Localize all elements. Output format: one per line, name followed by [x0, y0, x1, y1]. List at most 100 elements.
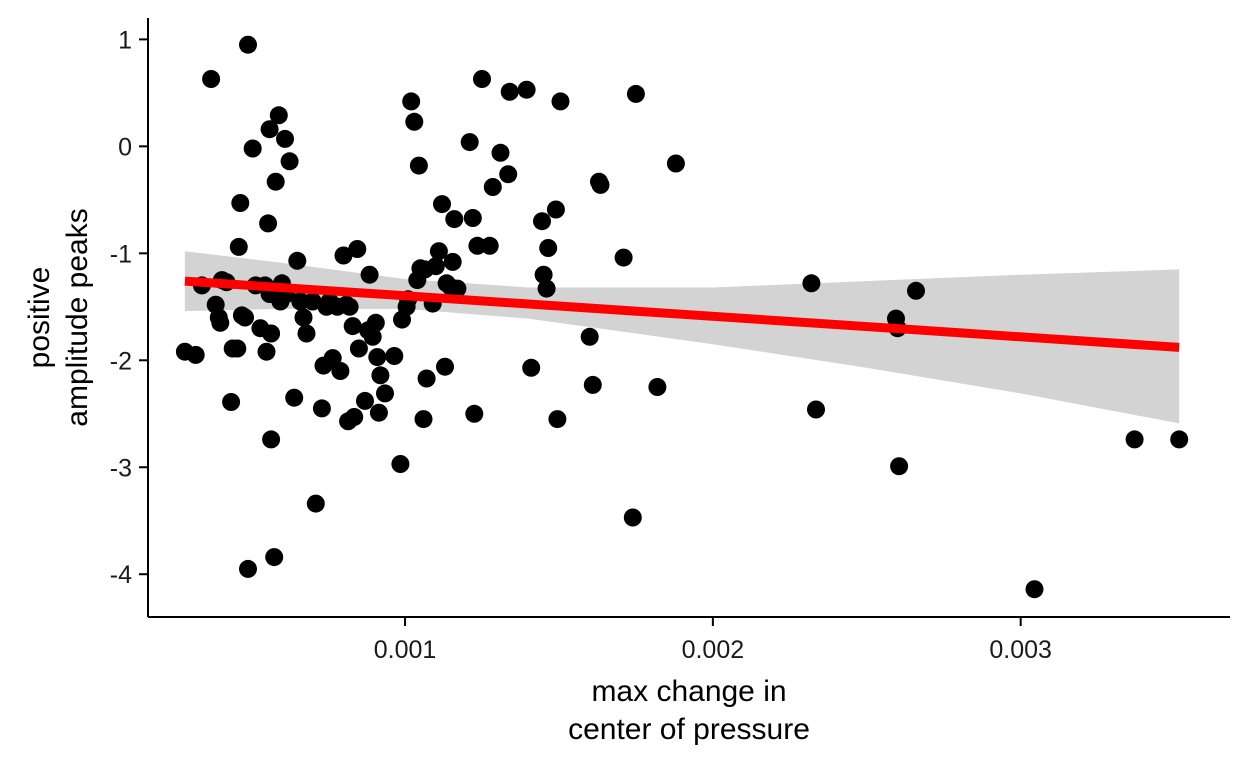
data-point-124 — [1025, 580, 1044, 599]
data-point-117 — [666, 154, 685, 173]
data-point-9 — [222, 393, 241, 411]
x-ticks: 0.001 0.002 0.003 — [374, 617, 1052, 664]
fit-line — [184, 276, 1180, 352]
axes — [147, 18, 1230, 618]
x-tick-label-1: 0.002 — [682, 636, 745, 664]
y-tick-label-2: -1 — [110, 240, 132, 268]
data-point-97 — [491, 143, 510, 162]
data-point-73 — [405, 112, 424, 131]
data-point-33 — [276, 129, 294, 148]
data-point-56 — [348, 240, 367, 258]
x-axis-title: max change in center of pressure — [568, 675, 810, 746]
x-axis-title-line-1: center of pressure — [568, 713, 810, 746]
y-tick-label-0: 1 — [118, 26, 132, 54]
y-axis-title: positive amplitude peaks — [23, 208, 94, 426]
x-tick-label-0: 0.001 — [374, 636, 437, 664]
data-point-101 — [522, 358, 541, 377]
data-point-90 — [460, 133, 479, 152]
data-point-83 — [433, 195, 451, 214]
data-point-122 — [890, 457, 909, 476]
data-point-89 — [448, 279, 467, 298]
data-point-41 — [303, 292, 322, 311]
data-point-114 — [623, 508, 642, 527]
data-point-57 — [349, 339, 368, 358]
data-point-100 — [517, 80, 536, 99]
data-point-107 — [548, 410, 567, 429]
data-point-95 — [480, 236, 499, 255]
data-point-105 — [539, 239, 558, 257]
data-point-28 — [265, 548, 284, 567]
data-point-15 — [236, 308, 254, 327]
data-point-96 — [483, 178, 502, 196]
data-point-68 — [391, 455, 410, 473]
data-point-22 — [257, 342, 276, 361]
data-point-91 — [463, 209, 482, 227]
data-point-43 — [312, 399, 331, 418]
data-point-11 — [228, 339, 247, 358]
data-point-82 — [429, 242, 448, 261]
x-tick-label-2: 0.003 — [989, 636, 1052, 664]
data-point-88 — [445, 210, 464, 229]
data-point-72 — [402, 92, 421, 111]
data-point-58 — [356, 391, 374, 410]
data-point-18 — [243, 139, 262, 158]
y-tick-label-3: -2 — [110, 347, 132, 375]
data-point-115 — [626, 84, 645, 103]
fit-line-layer — [184, 276, 1180, 352]
data-point-108 — [551, 92, 570, 111]
data-point-26 — [262, 324, 281, 343]
data-point-24 — [260, 120, 279, 139]
data-point-6 — [211, 313, 230, 332]
y-axis-title-line-1: amplitude peaks — [61, 208, 94, 426]
data-point-39 — [294, 308, 313, 327]
data-point-27 — [262, 430, 281, 449]
data-point-66 — [376, 384, 394, 403]
data-point-40 — [297, 324, 316, 343]
data-point-116 — [648, 378, 667, 396]
data-point-123 — [907, 281, 925, 300]
data-point-61 — [363, 327, 382, 346]
y-ticks: 1 0 -1 -2 -3 -4 — [110, 26, 148, 589]
y-tick-label-5: -4 — [110, 561, 132, 589]
data-point-38 — [291, 292, 310, 311]
data-point-55 — [345, 408, 364, 426]
data-point-13 — [231, 194, 250, 212]
data-point-84 — [436, 357, 454, 376]
data-point-42 — [306, 494, 325, 513]
data-point-12 — [229, 237, 248, 256]
data-point-23 — [259, 214, 278, 233]
data-point-92 — [465, 404, 484, 423]
data-point-93 — [468, 236, 487, 255]
y-axis-title-line-0: positive — [23, 267, 56, 369]
data-point-65 — [371, 366, 390, 385]
x-axis-title-line-0: max change in — [591, 675, 786, 708]
data-point-81 — [426, 257, 445, 276]
data-point-79 — [417, 369, 436, 388]
y-tick-label-1: 0 — [118, 133, 132, 161]
data-point-63 — [368, 348, 387, 367]
data-point-119 — [807, 400, 825, 419]
data-point-36 — [285, 388, 304, 407]
y-tick-label-4: -3 — [110, 454, 132, 482]
data-point-62 — [366, 313, 385, 332]
data-point-35 — [280, 152, 299, 171]
data-point-87 — [443, 252, 462, 271]
data-point-37 — [288, 251, 307, 270]
data-point-1 — [186, 345, 205, 364]
data-point-54 — [343, 317, 362, 336]
data-point-103 — [534, 265, 553, 284]
data-point-98 — [499, 165, 518, 184]
data-point-75 — [409, 156, 428, 175]
data-point-106 — [546, 200, 565, 219]
data-point-60 — [360, 265, 379, 284]
data-point-53 — [340, 297, 359, 316]
data-point-49 — [331, 362, 350, 380]
data-point-112 — [591, 175, 610, 194]
data-point-113 — [614, 248, 633, 267]
data-point-64 — [369, 403, 388, 422]
data-point-102 — [533, 212, 551, 231]
data-point-3 — [202, 70, 221, 88]
data-point-110 — [583, 375, 602, 394]
data-point-104 — [537, 279, 556, 298]
